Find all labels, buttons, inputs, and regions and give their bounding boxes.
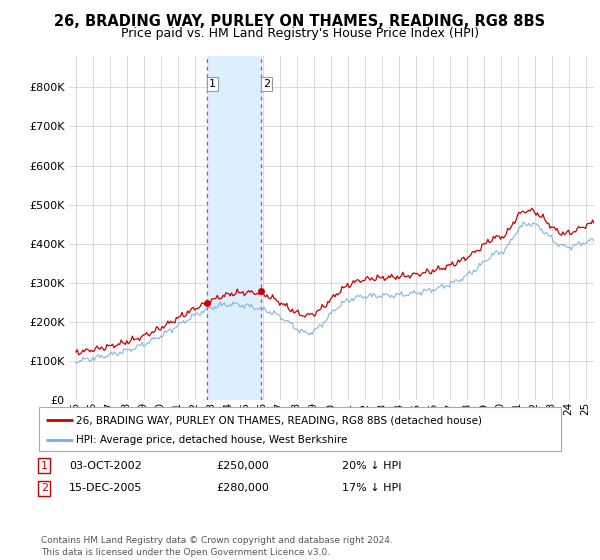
Text: 26, BRADING WAY, PURLEY ON THAMES, READING, RG8 8BS: 26, BRADING WAY, PURLEY ON THAMES, READI… [55,14,545,29]
Text: £280,000: £280,000 [216,483,269,493]
Text: Contains HM Land Registry data © Crown copyright and database right 2024.
This d: Contains HM Land Registry data © Crown c… [41,536,392,557]
Text: Price paid vs. HM Land Registry's House Price Index (HPI): Price paid vs. HM Land Registry's House … [121,27,479,40]
Bar [208,56,261,400]
Text: 26, BRADING WAY, PURLEY ON THAMES, READING, RG8 8BS (detached house): 26, BRADING WAY, PURLEY ON THAMES, READI… [76,415,482,425]
Text: 15-DEC-2005: 15-DEC-2005 [69,483,142,493]
Text: 20% ↓ HPI: 20% ↓ HPI [342,461,401,471]
Text: 2: 2 [263,80,270,90]
Text: 1: 1 [41,461,48,471]
Text: 03-OCT-2002: 03-OCT-2002 [69,461,142,471]
Text: HPI: Average price, detached house, West Berkshire: HPI: Average price, detached house, West… [76,435,347,445]
Text: 17% ↓ HPI: 17% ↓ HPI [342,483,401,493]
Text: £250,000: £250,000 [216,461,269,471]
Text: 1: 1 [209,80,216,90]
Text: 2: 2 [41,483,48,493]
